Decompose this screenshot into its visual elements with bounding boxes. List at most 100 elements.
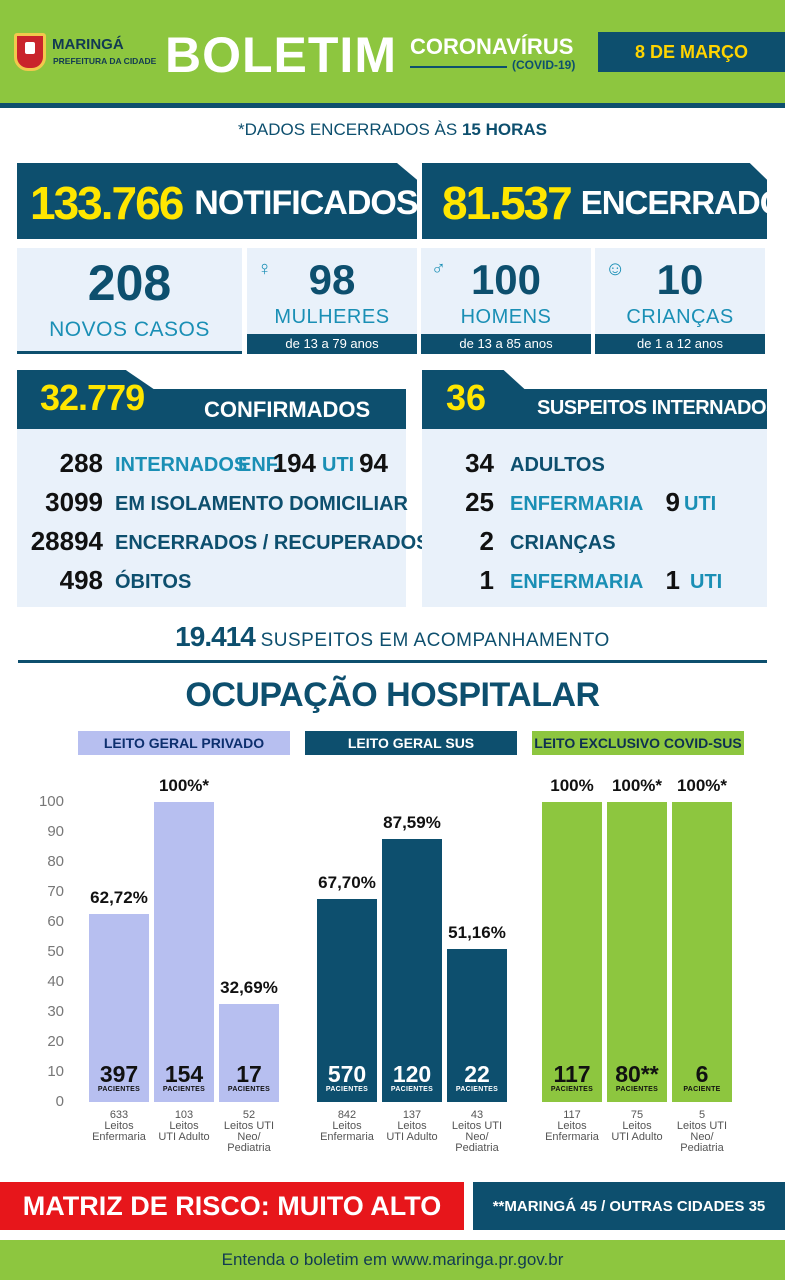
mulheres-tile: ♀ 98 MULHERES de 13 a 79 anos [247, 248, 417, 354]
bar-patient-count: 6 PACIENTE [672, 1062, 732, 1093]
bar-category-label: 75 Leitos UTI Adulto [601, 1110, 673, 1143]
criancas-label: CRIANÇAS [626, 306, 734, 328]
bar-category-label: 52 Leitos UTI Neo/Pediatria [213, 1110, 285, 1154]
confirmados-header [17, 389, 406, 429]
section-divider [18, 660, 767, 663]
chart-bar [154, 802, 214, 1102]
criancas-value: 10 [656, 256, 704, 303]
mulheres-age: de 13 a 79 anos [247, 334, 417, 354]
y-tick-label: 50 [47, 943, 64, 960]
category-line: Enfermaria [92, 1131, 146, 1143]
novos-casos-tile: 208 NOVOS CASOS [17, 248, 242, 354]
y-tick-label: 80 [47, 853, 64, 870]
recuperados-label: ENCERRADOS / RECUPERADOS [115, 532, 430, 554]
child-icon: ☺ [605, 258, 626, 280]
chart-bar [89, 913, 149, 1102]
category-line: Neo/ [690, 1131, 714, 1143]
patient-count-label: PACIENTES [97, 1086, 141, 1093]
website-footer: Entenda o boletim em www.maringa.pr.gov.… [0, 1240, 785, 1280]
bar-percent-label: 100% [550, 776, 594, 795]
confirmados-panel [17, 429, 406, 607]
patient-count-label: PACIENTES [455, 1086, 499, 1093]
adultos-uti-value: 9 [665, 487, 680, 517]
category-line: Neo/ [237, 1131, 261, 1143]
patient-count-value: 22 [464, 1061, 490, 1087]
encerrados-value: 81.537 [442, 177, 573, 229]
ocupacao-title: OCUPAÇÃO HOSPITALAR [185, 676, 600, 714]
suspeitos-label: SUSPEITOS INTERNADOS [537, 397, 779, 419]
category-line: Leitos [332, 1120, 362, 1132]
header-underline [0, 103, 785, 108]
bar-percent-label: 51,16% [448, 922, 506, 942]
risk-matrix-banner: MATRIZ DE RISCO: MUITO ALTO [0, 1182, 464, 1230]
chart-bar [607, 802, 667, 1102]
category-line: 75 [630, 1109, 644, 1121]
hospital-occupancy-chart: 0 10 20 30 40 50 60 70 80 90 100 LEITO GERAL PRIVAD… [0, 730, 785, 1170]
patient-count-value: 6 [695, 1061, 709, 1087]
bar-category-label: 43 Leitos UTI Neo/Pediatria [441, 1110, 513, 1154]
bar-percent-label: 100%* [676, 776, 728, 795]
adultos-value: 34 [465, 448, 494, 478]
internados-enf-label: ENF. [238, 454, 282, 476]
y-tick-label: 30 [47, 1003, 64, 1020]
obitos-label: ÓBITOS [115, 571, 192, 593]
category-line: UTI Adulto [386, 1131, 438, 1143]
y-tick-label: 0 [55, 1093, 64, 1110]
y-tick-label: 90 [47, 823, 64, 840]
chart-bar [382, 839, 442, 1102]
patient-count-label: PACIENTES [227, 1086, 271, 1093]
category-line: Leitos UTI [676, 1120, 728, 1132]
bar-percent-label: 100%* [611, 776, 663, 795]
bar-percent-label: 67,70% [318, 872, 376, 892]
homens-label: HOMENS [460, 306, 552, 328]
criancas-age: de 1 a 12 anos [595, 334, 765, 354]
encerrados-content: 81.537 ENCERRADOS [442, 168, 785, 238]
topic-title: CORONAVÍRUS [410, 34, 574, 59]
homens-value: 100 [470, 256, 542, 303]
patient-count-value: 154 [164, 1061, 204, 1087]
patient-count-value: 120 [392, 1061, 432, 1087]
patient-count-value: 117 [553, 1061, 591, 1087]
bar-category-label: 137 Leitos UTI Adulto [376, 1110, 448, 1143]
patient-count-value: 397 [99, 1061, 139, 1087]
patient-count-label: PACIENTES [615, 1086, 659, 1093]
bar-percent-label: 32,69% [220, 977, 278, 997]
criancas-uti-value: 1 [665, 565, 680, 595]
criancas-enf-label: ENFERMARIA [510, 571, 644, 593]
obitos-value: 498 [59, 565, 103, 595]
y-tick-label: 10 [47, 1063, 64, 1080]
acompanhamento-line: 19.414 SUSPEITOS EM ACOMPANHAMENTO [0, 621, 785, 653]
criancas-enf-value: 1 [479, 565, 494, 595]
notificados-content: 133.766 NOTIFICADOS [30, 168, 419, 238]
encerrados-box [422, 163, 767, 239]
woman-icon: ♀ [257, 258, 272, 280]
category-line: UTI Adulto [611, 1131, 663, 1143]
bar-patient-count: 570 PACIENTES [317, 1062, 377, 1093]
bar-patient-count: 17 PACIENTES [219, 1062, 279, 1093]
internados-value: 288 [59, 448, 103, 478]
adultos-enf-label: ENFERMARIA [510, 493, 644, 515]
bar-percent-label: 100%* [158, 776, 210, 795]
y-tick-label: 60 [47, 913, 64, 930]
internados-enf-value: 194 [272, 448, 316, 478]
suspeitos-value: 36 [446, 377, 487, 418]
category-line: 633 [109, 1109, 129, 1121]
chart-bar [219, 1003, 279, 1102]
novos-casos-label: NOVOS CASOS [49, 318, 210, 341]
category-line: Enfermaria [320, 1131, 374, 1143]
patient-count-label: PACIENTES [325, 1086, 369, 1093]
isolamento-label: EM ISOLAMENTO DOMICILIAR [115, 493, 408, 515]
footnote-banner: **MARINGÁ 45 / OUTRAS CIDADES 35 [473, 1182, 785, 1230]
category-line: Pediatria [227, 1142, 271, 1154]
y-tick-label: 40 [47, 973, 64, 990]
category-line: Leitos UTI [451, 1120, 503, 1132]
bar-category-label: 842 Leitos Enfermaria [311, 1110, 383, 1143]
date-badge: 8 DE MARÇO [598, 32, 785, 72]
acompanhamento-label: SUSPEITOS EM ACOMPANHAMENTO [260, 630, 610, 651]
city-name: MARINGÁ [52, 36, 124, 53]
criancas-internados-value: 2 [479, 526, 494, 556]
group-header: LEITO EXCLUSIVO COVID-SUS [532, 731, 744, 755]
category-line: Leitos [397, 1120, 427, 1132]
bar-category-label: 633 Leitos Enfermaria [83, 1110, 155, 1143]
criancas-uti-label: UTI [690, 571, 723, 593]
